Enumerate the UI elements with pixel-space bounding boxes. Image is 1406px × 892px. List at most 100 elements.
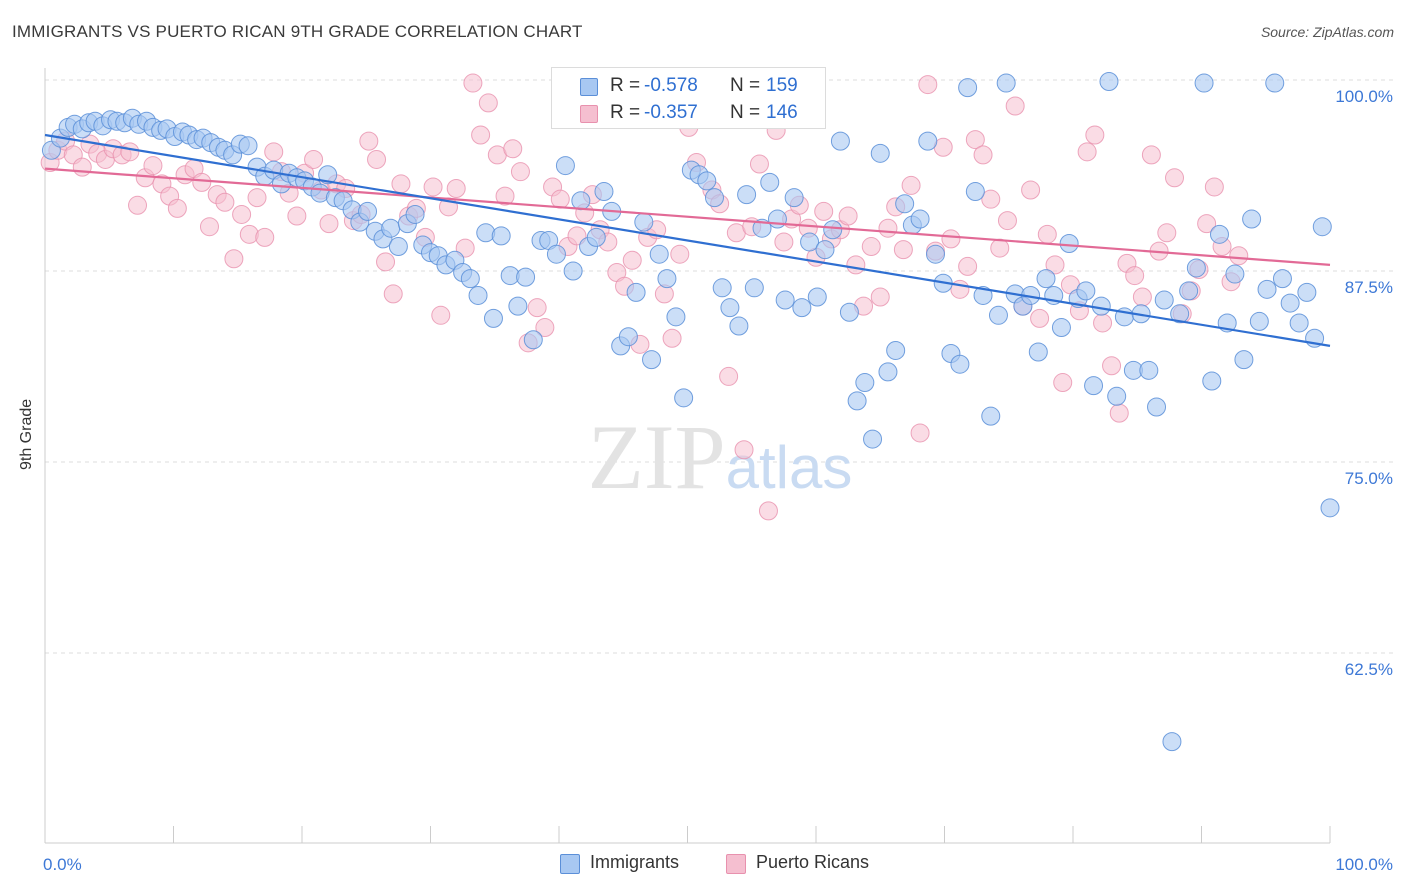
immigrants-point: [460, 269, 480, 289]
grid-lines: [45, 79, 1395, 654]
immigrants-point: [988, 305, 1008, 325]
immigrants-point: [546, 244, 566, 264]
immigrants-point: [516, 267, 536, 287]
immigrants-point: [855, 373, 875, 393]
immigrants-point: [926, 244, 946, 264]
immigrants-point: [981, 406, 1001, 426]
immigrants-point: [1242, 209, 1262, 229]
n-label: N =: [730, 75, 761, 96]
puerto-ricans-point: [1109, 403, 1129, 423]
puerto-ricans-point: [367, 149, 387, 169]
r-value: -0.578: [644, 75, 698, 96]
puerto-ricans-point: [215, 192, 235, 212]
immigrants-point: [800, 232, 820, 252]
immigrants-point: [1099, 72, 1119, 92]
puerto-ricans-point: [550, 189, 570, 209]
puerto-ricans-point: [232, 204, 252, 224]
immigrants-point: [586, 227, 606, 247]
immigrants-point: [649, 244, 669, 264]
watermark: ZIPatlas: [588, 406, 853, 508]
puerto-ricans-point: [973, 145, 993, 165]
puerto-ricans-point: [1165, 168, 1185, 188]
r-label: R =: [610, 75, 641, 96]
immigrants-point: [657, 269, 677, 289]
puerto-ricans-point: [495, 186, 515, 206]
puerto-ricans-point: [1045, 255, 1065, 275]
puerto-ricans-point: [719, 366, 739, 386]
immigrants-point: [1147, 397, 1167, 417]
immigrants-point: [737, 185, 757, 205]
immigrants-point: [1209, 224, 1229, 244]
immigrants-point: [1234, 350, 1254, 370]
immigrants-point: [784, 188, 804, 208]
puerto-ricans-point: [734, 440, 754, 460]
immigrants-point: [666, 307, 686, 327]
immigrants-point: [720, 298, 740, 318]
immigrants-point: [792, 298, 812, 318]
immigrants-point: [483, 308, 503, 328]
puerto-ricans-point: [1077, 142, 1097, 162]
immigrants-point: [388, 237, 408, 257]
puerto-ricans-point: [463, 73, 483, 93]
immigrants-point: [1225, 264, 1245, 284]
immigrants-point: [815, 240, 835, 260]
immigrants-point: [238, 136, 258, 156]
puerto-ricans-point: [861, 237, 881, 257]
puerto-ricans-point: [1102, 356, 1122, 376]
immigrants-swatch: [560, 854, 580, 874]
immigrants-point: [1051, 318, 1071, 338]
y-axis-label: 9th Grade: [18, 398, 35, 470]
immigrants-point: [744, 278, 764, 298]
puerto-ricans-point: [199, 217, 219, 237]
puerto-ricans-point: [423, 177, 443, 197]
immigrants-point: [1265, 73, 1285, 93]
puerto-ricans-point: [1030, 308, 1050, 328]
puerto-ricans-point: [1085, 125, 1105, 145]
immigrants-point: [729, 316, 749, 336]
y-tick-label: 62.5%: [1345, 660, 1393, 679]
puerto-ricans-point: [143, 156, 163, 176]
legend-row-puerto-ricans: R = -0.357 N = 146: [552, 101, 825, 129]
puerto-ricans-point: [758, 501, 778, 521]
immigrants-point: [1154, 290, 1174, 310]
x-tick-label: 100.0%: [1335, 855, 1393, 874]
puerto-ricans-point: [1157, 223, 1177, 243]
immigrants-point: [1249, 311, 1269, 331]
y-tick-label: 75.0%: [1345, 469, 1393, 488]
chart-source: Source: ZipAtlas.com: [1260, 24, 1394, 40]
puerto-ricans-point: [510, 162, 530, 182]
puerto-ricans-point: [1141, 145, 1161, 165]
puerto-ricans-point: [662, 328, 682, 348]
stats-legend: R = -0.578 N = 159 R = -0.357 N = 146: [551, 67, 826, 129]
immigrants-point: [618, 327, 638, 347]
puerto-ricans-point: [1132, 287, 1152, 307]
puerto-ricans-point: [622, 250, 642, 270]
watermark-zip: ZIP: [588, 406, 726, 508]
puerto-ricans-point: [997, 211, 1017, 231]
axes: [44, 68, 1331, 844]
immigrants-point: [555, 156, 575, 176]
n-value: 159: [766, 75, 798, 96]
puerto-ricans-point: [239, 224, 259, 244]
immigrants-point: [1028, 342, 1048, 362]
immigrants-point: [839, 302, 859, 322]
immigrants-points: [41, 72, 1340, 752]
immigrants-point: [1107, 386, 1127, 406]
puerto-ricans-point: [527, 298, 547, 318]
immigrants-point: [508, 296, 528, 316]
immigrants-point: [1202, 371, 1222, 391]
puerto-ricans-point: [264, 142, 284, 162]
puerto-ricans-point: [1053, 373, 1073, 393]
immigrants-point: [965, 182, 985, 202]
puerto-ricans-point: [901, 175, 921, 195]
immigrants-point: [571, 191, 591, 211]
immigrants-point: [895, 194, 915, 214]
immigrants-point: [1297, 282, 1317, 302]
puerto-ricans-point: [965, 130, 985, 150]
puerto-ricans-point: [167, 198, 187, 218]
immigrants-point: [1257, 279, 1277, 299]
immigrants-point: [1036, 269, 1056, 289]
puerto-ricans-point: [910, 423, 930, 443]
puerto-ricans-point: [958, 256, 978, 276]
